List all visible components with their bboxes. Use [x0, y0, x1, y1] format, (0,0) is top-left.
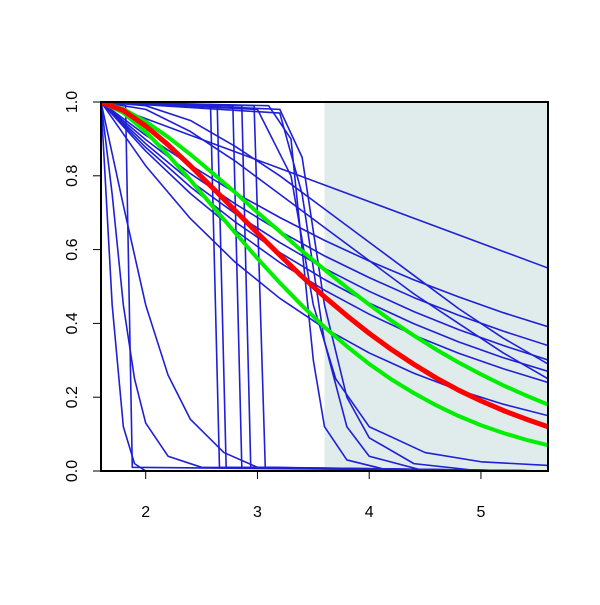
- series-line: [101, 102, 548, 471]
- series-line: [101, 102, 548, 448]
- y-tick-label: 0.4: [64, 312, 81, 334]
- series-line: [101, 102, 548, 430]
- series-line: [101, 102, 548, 380]
- y-tick-label: 1.0: [64, 91, 81, 113]
- y-tick-label: 0.0: [64, 460, 81, 482]
- x-tick-label: 5: [476, 504, 485, 521]
- series-line: [101, 102, 548, 407]
- series-group: [101, 102, 548, 471]
- y-tick-label: 0.2: [64, 386, 81, 408]
- series-line: [101, 102, 548, 471]
- series-line: [101, 102, 548, 384]
- series-line: [101, 102, 548, 365]
- y-tick-label: 0.8: [64, 165, 81, 187]
- series-line: [101, 102, 548, 269]
- series-line: [101, 102, 548, 471]
- series-line: [101, 102, 548, 373]
- x-tick-label: 3: [253, 504, 262, 521]
- plot-frame: [100, 101, 549, 472]
- series-line: [101, 102, 548, 471]
- x-tick-label: 4: [365, 504, 374, 521]
- y-tick-label: 0.6: [64, 238, 81, 260]
- shaded-region: [324, 102, 548, 471]
- x-tick-label: 2: [141, 504, 150, 521]
- series-line: [101, 102, 548, 467]
